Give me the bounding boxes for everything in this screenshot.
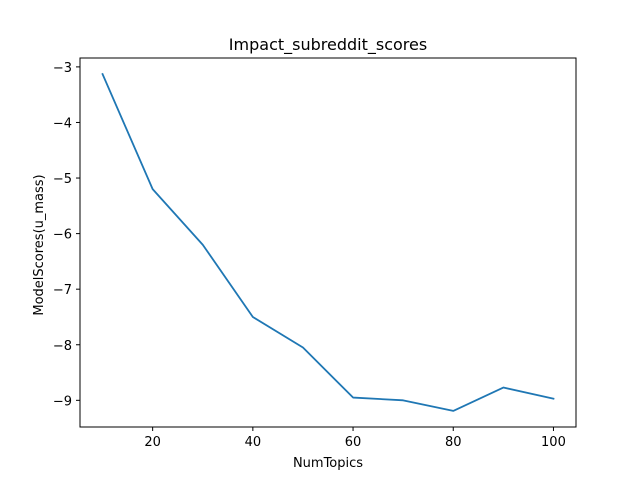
- axis-ticks: 20 40 60 80 100 −3 −4 −5 −6 −7 −8 −9: [53, 61, 566, 450]
- x-tick-label: 100: [541, 435, 566, 450]
- x-tick-label: 60: [345, 435, 362, 450]
- y-axis-label: ModelScores(u_mass): [32, 174, 47, 315]
- y-tick-label: −6: [53, 228, 72, 243]
- y-tick-label: −7: [53, 283, 72, 298]
- y-tick-label: −5: [53, 172, 72, 187]
- y-tick-label: −3: [53, 61, 72, 76]
- series-line-group: [101, 72, 555, 412]
- series-line: [101, 72, 555, 412]
- x-tick-label: 40: [245, 435, 262, 450]
- y-tick-label: −4: [53, 116, 72, 131]
- chart-title: Impact_subreddit_scores: [229, 35, 427, 55]
- y-tick-label: −8: [53, 339, 72, 354]
- x-tick-label: 80: [445, 435, 462, 450]
- plot-area: [79, 57, 577, 428]
- x-axis-label: NumTopics: [293, 456, 363, 471]
- x-tick-label: 20: [144, 435, 161, 450]
- y-tick-label: −9: [53, 394, 72, 409]
